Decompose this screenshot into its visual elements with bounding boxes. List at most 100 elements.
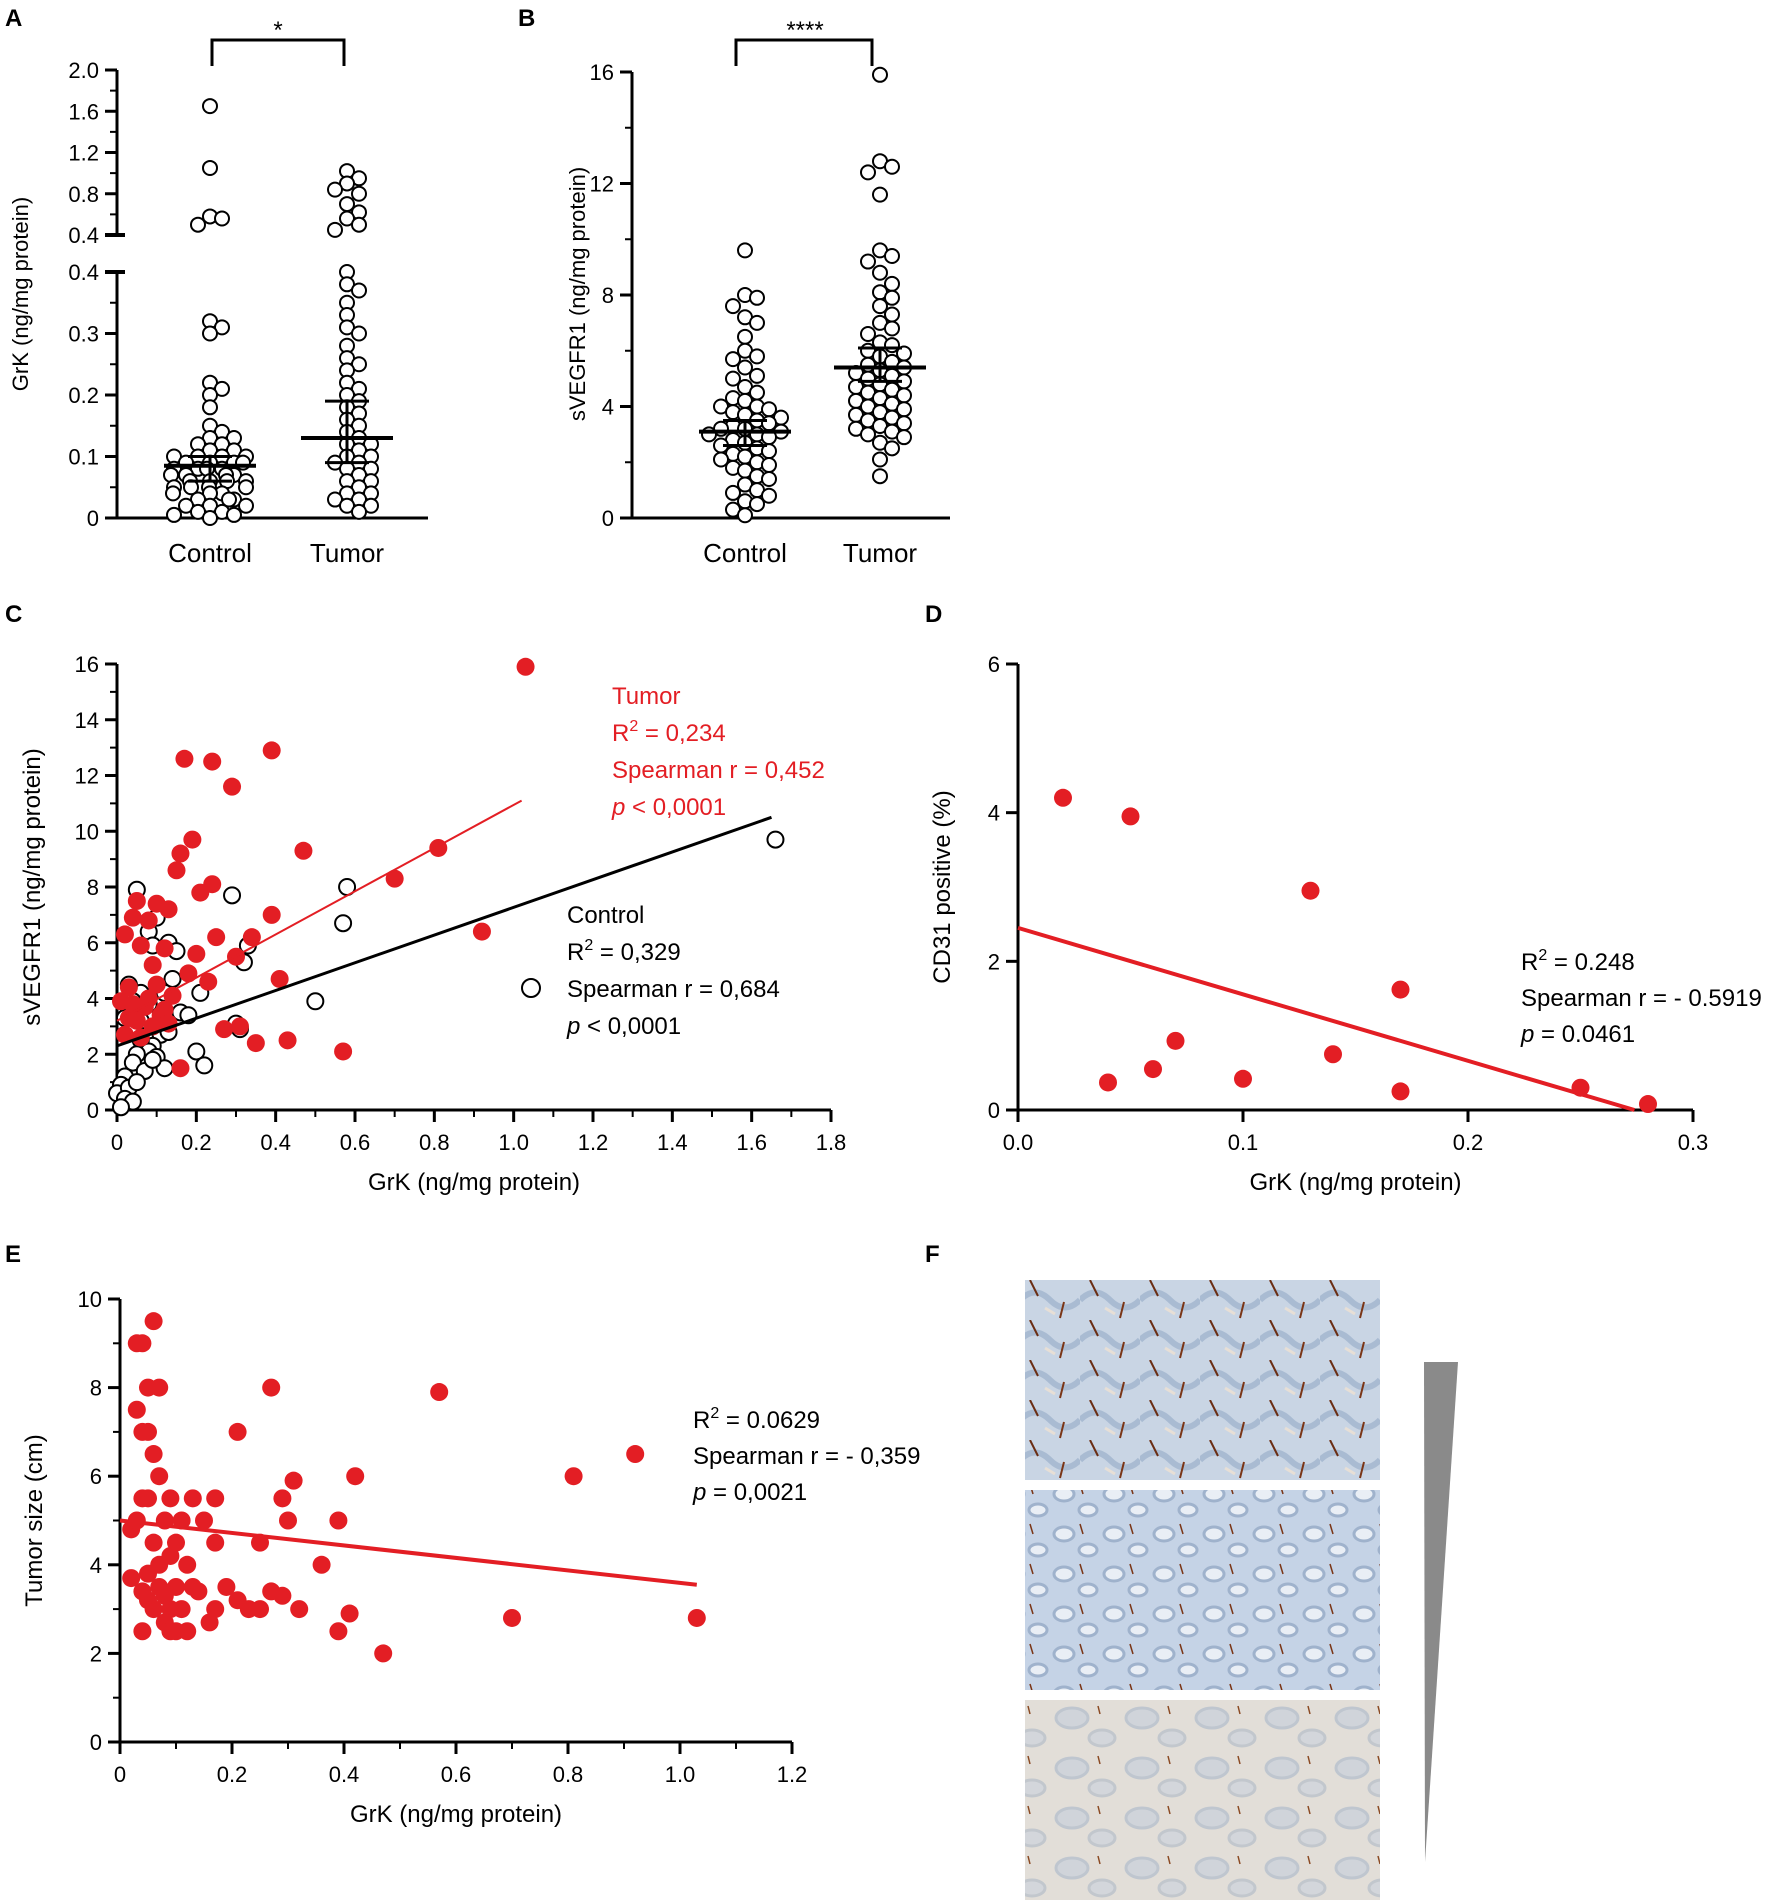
data-point-tumor (351, 503, 367, 520)
y-axis-label: CD31 positive (%) (929, 790, 956, 983)
data-point-tumor (155, 939, 174, 958)
x-tick-label: 0.6 (340, 1130, 371, 1155)
data-point-tumor (163, 986, 182, 1005)
data-point-control (737, 242, 753, 259)
data-point (626, 1445, 645, 1464)
data-point-tumor (351, 325, 367, 342)
data-point-control (190, 216, 206, 233)
y-tick-label: 1.2 (68, 141, 99, 166)
y-axis-label: sVEGFR1 (ng/mg protein) (565, 167, 590, 421)
data-point (195, 1511, 213, 1530)
data-point-control (143, 1050, 162, 1069)
x-tick-label: 0.2 (1453, 1130, 1484, 1155)
legend-control-marker (521, 978, 541, 998)
data-point (127, 1400, 146, 1419)
data-point-control (749, 367, 765, 384)
legend-control-line: Spearman r = 0,684 (567, 976, 780, 1003)
x-tick-label: 1.4 (657, 1130, 688, 1155)
data-point-control (238, 497, 254, 514)
data-point-control (214, 210, 230, 227)
data-point (206, 1489, 225, 1508)
y-tick-label: 0.4 (68, 223, 99, 248)
x-axis-label: GrK (ng/mg protein) (350, 1801, 562, 1828)
data-point-tumor (860, 426, 876, 443)
y-tick-label: 0 (87, 1098, 99, 1123)
data-point (329, 1511, 348, 1530)
data-point-tumor (516, 657, 535, 676)
data-point (133, 1334, 152, 1353)
y-tick-label: 2 (988, 949, 1000, 974)
data-point (172, 1600, 191, 1619)
y-tick-label: 2.0 (68, 58, 99, 83)
x-tick-label: 0.0 (1003, 1130, 1034, 1155)
x-axis-label: GrK (ng/mg protein) (368, 1169, 580, 1196)
legend-line: p = 0.0461 (1520, 1021, 1635, 1048)
x-category-label: Control (168, 538, 252, 568)
x-tick-label: 1.2 (578, 1130, 609, 1155)
data-point-control (761, 457, 777, 474)
x-tick-label: 0.2 (217, 1762, 248, 1787)
data-point-tumor (294, 841, 313, 860)
data-point-tumor (270, 969, 289, 988)
x-tick-label: 1.2 (777, 1762, 808, 1787)
panel-c-chart: 0 0.2 0.4 0.6 0.8 1.0 1.2 1.4 1.6 1.8 0 2 4 6 8 10 12 14 1… (19, 652, 846, 1196)
y-tick-label: 0.4 (68, 260, 99, 285)
legend-control-line: Control (567, 902, 644, 929)
data-point-tumor (155, 1000, 174, 1019)
data-point-tumor (278, 1031, 297, 1050)
data-point (150, 1467, 169, 1486)
panel-label-d: D (925, 601, 942, 628)
x-tick-label: 0.2 (181, 1130, 212, 1155)
data-point-control (221, 491, 237, 508)
data-point-control (195, 1056, 214, 1075)
data-point-tumor (147, 975, 166, 994)
data-point-tumor (123, 995, 142, 1014)
data-point (374, 1644, 393, 1663)
data-point-control (766, 830, 785, 849)
data-point-tumor (183, 830, 202, 849)
data-point-control (165, 485, 181, 502)
data-point-tumor (123, 908, 142, 927)
data-point-control (202, 98, 218, 115)
data-point-tumor (472, 922, 491, 941)
legend-tumor-line: p < 0,0001 (611, 794, 726, 821)
data-point-control (111, 1098, 130, 1117)
panel-a-chart: 0 0.1 0.2 0.3 0.4 0.4 0.8 1.2 1.6 2.0 GrK (ng/mg p… (8, 17, 428, 568)
significance-bracket (734, 38, 874, 66)
data-point (150, 1577, 169, 1596)
y-tick-label: 10 (75, 819, 99, 844)
legend-tumor-line: Tumor (612, 683, 680, 710)
data-point-control (123, 1053, 142, 1072)
y-tick-label: 0.3 (68, 322, 99, 347)
data-point-control (725, 351, 741, 368)
y-tick-label: 0.8 (68, 182, 99, 207)
data-point-tumor (171, 1059, 190, 1078)
data-point (139, 1422, 157, 1441)
data-point (251, 1600, 269, 1619)
y-tick-label: 12 (590, 172, 614, 197)
data-point-control (749, 348, 765, 365)
significance-bracket (210, 38, 346, 66)
data-point-tumor (207, 928, 226, 947)
data-point (217, 1577, 236, 1596)
y-tick-label: 2 (87, 1042, 99, 1067)
data-point-tumor (230, 1017, 249, 1036)
data-point-tumor (872, 468, 888, 485)
y-tick-label: 8 (87, 875, 99, 900)
data-point-control (306, 992, 325, 1011)
panel-label-e: E (5, 1241, 21, 1268)
data-point (228, 1422, 247, 1441)
data-point-control (761, 470, 777, 487)
x-tick-label: 0.3 (1678, 1130, 1709, 1155)
x-tick-label: 0.4 (260, 1130, 291, 1155)
data-point (172, 1511, 191, 1530)
x-tick-label: 0 (114, 1762, 126, 1787)
data-point-tumor (115, 925, 134, 944)
x-tick-label: 0.6 (441, 1762, 472, 1787)
data-point (122, 1569, 141, 1588)
data-point-tumor (327, 181, 343, 198)
data-point-control (202, 159, 218, 176)
data-point-control (187, 1042, 206, 1061)
data-point (290, 1600, 309, 1619)
x-tick-label: 1.6 (736, 1130, 767, 1155)
